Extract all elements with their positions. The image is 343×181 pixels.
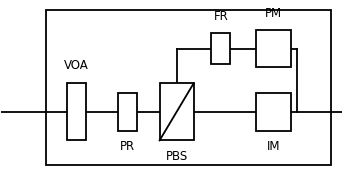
Bar — [256, 30, 292, 67]
Bar — [46, 10, 331, 165]
Bar — [256, 93, 292, 131]
Text: FR: FR — [213, 10, 228, 24]
Text: PR: PR — [120, 140, 135, 153]
Bar — [118, 93, 137, 131]
Bar — [212, 33, 230, 64]
Bar — [67, 83, 86, 140]
Bar — [159, 83, 193, 140]
Text: PBS: PBS — [165, 150, 188, 163]
Text: VOA: VOA — [64, 59, 88, 72]
Text: PM: PM — [265, 7, 282, 20]
Text: IM: IM — [267, 140, 280, 153]
